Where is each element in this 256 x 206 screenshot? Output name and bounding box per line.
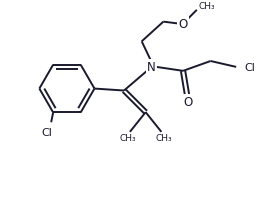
Text: Cl: Cl <box>244 63 255 73</box>
Text: O: O <box>178 18 188 31</box>
Text: CH₃: CH₃ <box>198 2 215 11</box>
Text: N: N <box>147 61 156 74</box>
Text: CH₃: CH₃ <box>120 134 136 143</box>
Text: CH₃: CH₃ <box>155 134 172 143</box>
Text: Cl: Cl <box>42 128 53 137</box>
Text: O: O <box>183 95 193 108</box>
